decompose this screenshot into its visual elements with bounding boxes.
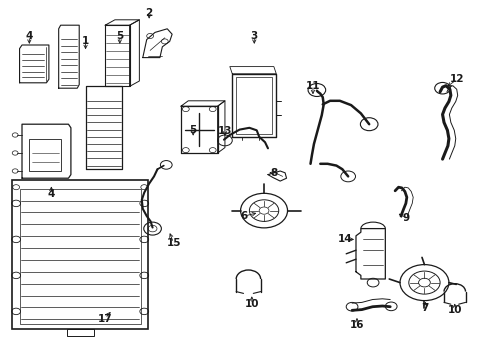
Text: 8: 8 (270, 168, 277, 178)
Text: 14: 14 (337, 234, 351, 244)
Text: 1: 1 (82, 36, 89, 46)
Bar (66, 329, 94, 336)
Text: 5: 5 (189, 125, 196, 135)
Bar (236, 77, 272, 134)
Text: 9: 9 (402, 213, 408, 223)
Text: 4: 4 (25, 31, 33, 41)
Text: 5: 5 (116, 31, 123, 41)
Text: 4: 4 (47, 189, 55, 199)
Text: 6: 6 (241, 211, 247, 221)
Bar (20, 189, 141, 324)
Text: 11: 11 (305, 81, 320, 91)
Bar (29, 139, 61, 171)
Text: 10: 10 (244, 299, 259, 309)
Text: 13: 13 (217, 126, 232, 136)
Bar (12, 180, 148, 329)
Text: 7: 7 (421, 303, 428, 313)
Text: 16: 16 (349, 320, 364, 330)
Text: 3: 3 (250, 31, 257, 41)
Text: 17: 17 (98, 314, 112, 324)
Text: 2: 2 (145, 8, 152, 18)
Text: 12: 12 (449, 74, 464, 84)
Text: 15: 15 (166, 238, 181, 248)
Text: 10: 10 (447, 305, 461, 315)
